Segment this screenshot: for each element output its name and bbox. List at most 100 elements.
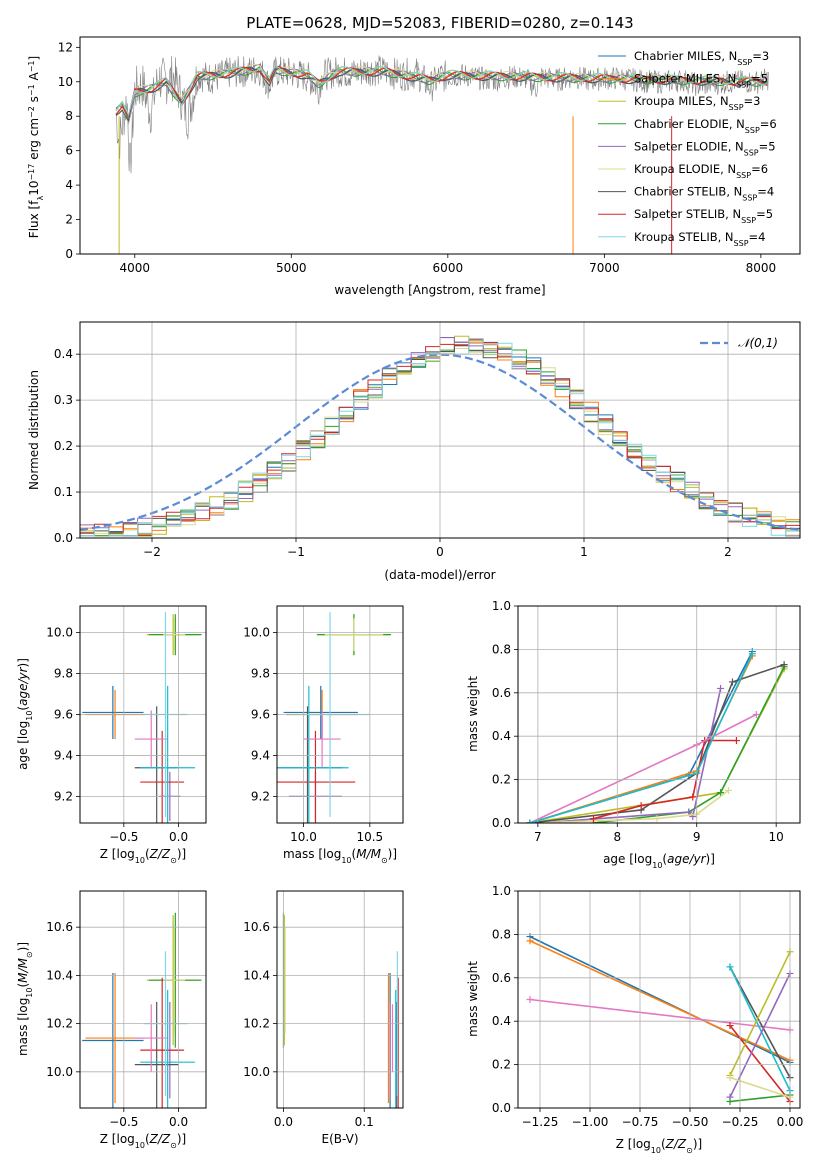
mass-vs-ebv-xtick-label: 0.1 — [355, 1115, 374, 1129]
massweight-vs-Z-line-1 — [529, 940, 791, 1062]
age-vs-mass-plot-area — [277, 612, 392, 823]
spectrum-xtick-label: 8000 — [746, 261, 777, 275]
mass-vs-ebv-ytick-label: 10.6 — [243, 920, 270, 934]
residuals-xtick-label: 0 — [436, 545, 444, 559]
massweight-vs-age-panel: 7 8 9 10 0.0 0.2 0.4 0.6 0.8 1.0 age [log10(age/yr… — [466, 599, 801, 870]
spectrum-ytick-label: 6 — [65, 144, 73, 158]
age-vs-Z-ytick-label: 10.0 — [46, 626, 73, 640]
mass-vs-ebv-xlabel: E(B-V) — [321, 1132, 358, 1146]
massweight-vs-age-ytick-label: 0.2 — [492, 773, 511, 787]
legend-label-2: Kroupa MILES, NSSP=3 — [634, 94, 760, 112]
residuals-xlabel: (data-model)/error — [384, 568, 495, 582]
massweight-vs-age-xtick-label: 10 — [769, 830, 784, 844]
massweight-vs-Z-ytick-label: 0.2 — [492, 1058, 511, 1072]
age-vs-Z-ylabel: age [log10(age/yr)] — [16, 658, 34, 770]
mass-vs-Z-xtick-label: 0.0 — [169, 1115, 188, 1129]
mass-vs-ebv-ytick-label: 10.2 — [243, 1017, 270, 1031]
massweight-vs-Z-xtick-label: −1.00 — [572, 1115, 609, 1129]
massweight-vs-age-ytick-label: 0.0 — [492, 816, 511, 830]
massweight-vs-age-frame — [517, 605, 801, 824]
massweight-vs-Z-marker — [526, 937, 534, 945]
spectrum-ytick-label: 4 — [65, 178, 73, 192]
mass-vs-Z-panel: −0.5 0.0 10.0 10.2 10.4 10.6 Z [log10(Z/Z⊙)] ma… — [16, 890, 207, 1150]
massweight-vs-age-xtick-label: 7 — [534, 830, 542, 844]
legend-label-6: Chabrier STELIB, NSSP=4 — [634, 185, 774, 203]
spectrum-ytick-label: 2 — [65, 213, 73, 227]
mass-vs-Z-xtick-label: −0.5 — [109, 1115, 138, 1129]
massweight-vs-age-xtick-label: 8 — [613, 830, 621, 844]
massweight-vs-Z-xtick-label: −0.75 — [622, 1115, 659, 1129]
massweight-vs-Z-ytick-label: 0.8 — [492, 927, 511, 941]
age-vs-mass-panel: 10.0 10.5 9.2 9.4 9.6 9.8 10.0 mass [log10(M/M⊙… — [243, 605, 404, 865]
massweight-vs-Z-line-3 — [729, 966, 791, 1078]
mass-vs-Z-ylabel: mass [log10(M/M⊙)] — [16, 942, 34, 1056]
residuals-ytick-label: 0.1 — [54, 485, 73, 499]
spectrum-xtick-label: 4000 — [120, 261, 151, 275]
massweight-vs-Z-plot-area — [526, 933, 794, 1105]
massweight-vs-Z-xtick-label: 0.00 — [777, 1115, 804, 1129]
legend-label-8: Kroupa STELIB, NSSP=4 — [634, 230, 765, 248]
age-vs-Z-frame — [79, 605, 207, 824]
mass-vs-ebv-xtick-label: 0.0 — [274, 1115, 293, 1129]
age-vs-Z-ytick-label: 9.8 — [54, 667, 73, 681]
mass-vs-Z-xlabel: Z [log10(Z/Z⊙)] — [100, 1132, 186, 1150]
mass-vs-Z-ytick-label: 10.6 — [46, 920, 73, 934]
age-vs-mass-ytick-label: 9.2 — [251, 789, 270, 803]
mass-vs-ebv-ytick-label: 10.4 — [243, 968, 270, 982]
mass-vs-Z-frame — [79, 890, 207, 1109]
massweight-vs-age-xtick-label: 9 — [693, 830, 701, 844]
massweight-vs-Z-frame — [517, 890, 801, 1109]
residuals-ytick-label: 0.0 — [54, 531, 73, 545]
age-vs-mass-xtick-label: 10.5 — [356, 830, 383, 844]
legend-normal-label: 𝒩(0,1) — [738, 336, 778, 350]
massweight-vs-age-marker — [637, 802, 645, 810]
age-vs-Z-xtick-label: 0.0 — [169, 830, 188, 844]
spectrum-ylabel: Flux [fλ10−17 erg cm−2 s−1 A−1] — [27, 56, 45, 238]
massweight-vs-age-marker — [589, 815, 597, 823]
residuals-xtick-label: 2 — [724, 545, 732, 559]
massweight-vs-age-marker — [725, 786, 733, 794]
massweight-vs-age-plot-area — [526, 648, 788, 823]
spectrum-frame — [79, 36, 801, 255]
massweight-vs-age-ytick-label: 0.6 — [492, 686, 511, 700]
massweight-vs-Z-line-7 — [729, 1094, 791, 1103]
age-vs-mass-ytick-label: 9.8 — [251, 667, 270, 681]
massweight-vs-Z-line-0 — [529, 935, 791, 1064]
mass-vs-Z-ytick-label: 10.4 — [46, 968, 73, 982]
legend-label-4: Salpeter ELODIE, NSSP=5 — [634, 139, 776, 157]
age-vs-Z-ytick-label: 9.2 — [54, 789, 73, 803]
massweight-vs-Z-marker — [726, 1022, 734, 1030]
spectrum-plot-area — [115, 55, 769, 254]
legend-label-1: Salpeter MILES, NSSP=5 — [634, 72, 768, 90]
mass-vs-ebv-panel: 0.0 0.1 10.0 10.2 10.4 10.6 E(B-V) — [243, 890, 404, 1146]
massweight-vs-age-marker — [752, 711, 760, 718]
massweight-vs-Z-ytick-label: 0.6 — [492, 971, 511, 985]
legend-label-7: Salpeter STELIB, NSSP=5 — [634, 207, 773, 225]
legend-label-3: Chabrier ELODIE, NSSP=6 — [634, 117, 777, 135]
spectrum-ytick-label: 10 — [58, 75, 73, 89]
residuals-xtick-label: −1 — [287, 545, 305, 559]
massweight-vs-Z-ytick-label: 0.0 — [492, 1101, 511, 1115]
spectrum-panel: 4000 5000 6000 7000 8000 0 2 4 6 8 10 12 wavelength … — [27, 36, 801, 297]
age-vs-Z-ytick-label: 9.6 — [54, 708, 73, 722]
spectrum-title: PLATE=0628, MJD=52083, FIBERID=0280, z=0… — [246, 14, 633, 32]
massweight-vs-age-marker — [748, 650, 756, 658]
spectrum-ytick-label: 0 — [65, 247, 73, 261]
massweight-vs-Z-line-9 — [729, 1076, 791, 1098]
massweight-vs-Z-xtick-label: −0.50 — [672, 1115, 709, 1129]
massweight-vs-age-marker — [653, 815, 661, 823]
residuals-frame — [79, 321, 801, 539]
model-spectrum-2 — [115, 65, 768, 118]
massweight-vs-Z-xtick-label: −0.25 — [722, 1115, 759, 1129]
massweight-vs-Z-ytick-label: 1.0 — [492, 884, 511, 898]
massweight-vs-age-line-8 — [529, 713, 757, 823]
spectrum-ytick-label: 8 — [65, 109, 73, 123]
mass-vs-ebv-ytick-label: 10.0 — [243, 1065, 270, 1079]
model-spectrum-8 — [115, 64, 768, 117]
massweight-vs-Z-ylabel: mass weight — [466, 961, 480, 1037]
spectrum-xtick-label: 5000 — [276, 261, 307, 275]
residuals-ylabel: Normed distribution — [27, 370, 41, 490]
massweight-vs-Z-xtick-label: −1.25 — [522, 1115, 559, 1129]
residuals-xtick-label: −2 — [143, 545, 161, 559]
mass-vs-Z-ytick-label: 10.2 — [46, 1017, 73, 1031]
